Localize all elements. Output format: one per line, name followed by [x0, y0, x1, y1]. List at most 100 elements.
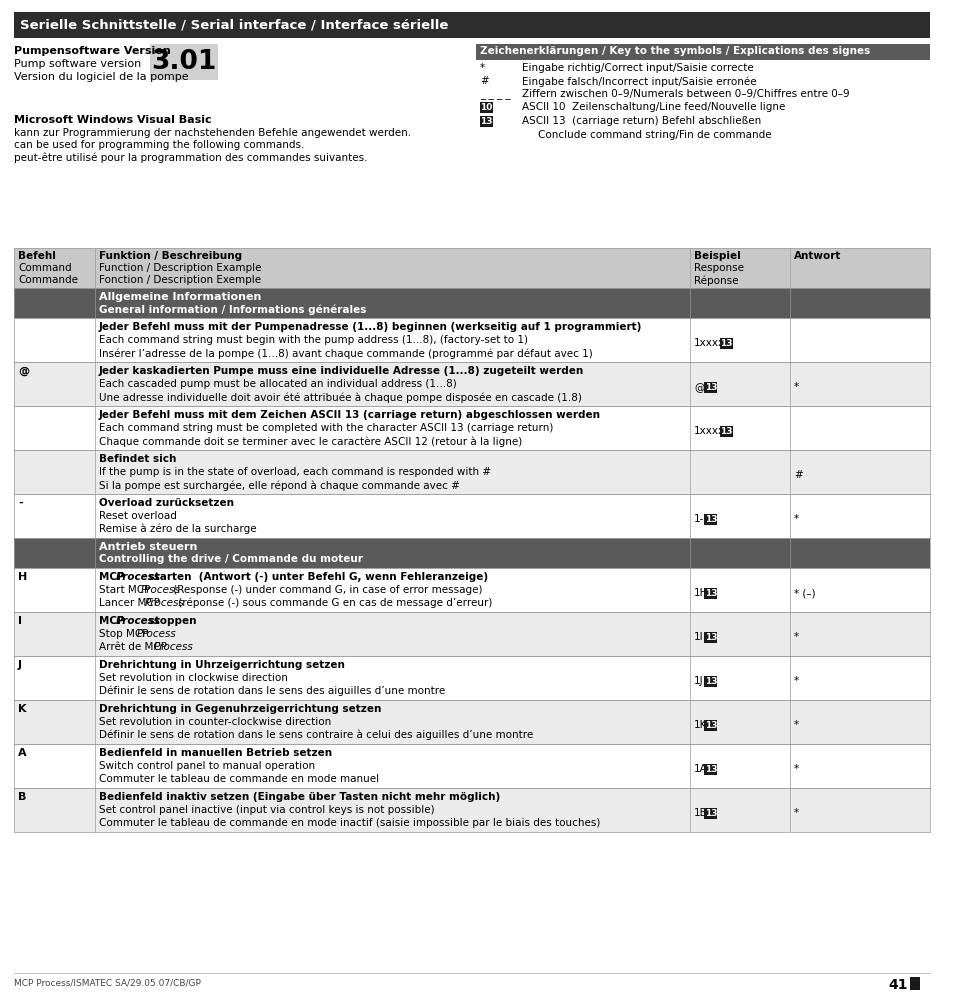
Text: Bedienfeld inaktiv setzen (Eingabe über Tasten nicht mehr möglich): Bedienfeld inaktiv setzen (Eingabe über … [99, 792, 499, 802]
Bar [14, 656, 929, 700]
Bar [14, 538, 929, 568]
Text: 1H: 1H [693, 588, 708, 598]
Text: Définir le sens de rotation dans le sens des aiguilles d’une montre: Définir le sens de rotation dans le sens… [99, 686, 445, 697]
Text: Reset overload: Reset overload [99, 511, 176, 521]
Bar [703, 588, 717, 599]
Text: -: - [18, 498, 23, 508]
Text: stoppen: stoppen [145, 616, 196, 626]
Text: Jeder Befehl muss mit der Pumpenadresse (1...8) beginnen (werkseitig auf 1 progr: Jeder Befehl muss mit der Pumpenadresse … [99, 322, 641, 332]
Text: Process: Process [153, 642, 193, 652]
Text: J: J [18, 660, 22, 670]
Text: 1I: 1I [693, 632, 703, 642]
Text: MCP Process/ISMATEC SA/29.05.07/CB/GP: MCP Process/ISMATEC SA/29.05.07/CB/GP [14, 978, 201, 987]
Text: ASCII 10  Zeilenschaltung/Line feed/Nouvelle ligne: ASCII 10 Zeilenschaltung/Line feed/Nouve… [521, 102, 784, 112]
Bar [14, 288, 929, 318]
Text: Une adresse individuelle doit avoir été attribuée à chaque pompe disposée en cas: Une adresse individuelle doit avoir été … [99, 392, 581, 402]
Bar [14, 318, 929, 362]
Text: 1-: 1- [693, 514, 703, 524]
Bar [479, 102, 493, 113]
Text: 13: 13 [720, 339, 732, 348]
Text: Befindet sich: Befindet sich [99, 454, 176, 464]
Bar [14, 612, 929, 656]
Text: Réponse: Réponse [693, 275, 738, 285]
Text: 13: 13 [720, 427, 732, 436]
Text: 10: 10 [479, 103, 492, 112]
Text: Switch control panel to manual operation: Switch control panel to manual operation [99, 761, 314, 771]
Text: 3.01: 3.01 [152, 49, 216, 75]
Text: * (–): * (–) [793, 588, 815, 598]
Text: *: * [793, 720, 799, 730]
Text: 1K: 1K [693, 720, 706, 730]
Text: 1A: 1A [693, 764, 707, 774]
Text: Version du logiciel de la pompe: Version du logiciel de la pompe [14, 72, 189, 82]
Bar [14, 450, 929, 494]
Text: Function / Description Example: Function / Description Example [99, 263, 261, 273]
Text: Chaque commande doit se terminer avec le caractère ASCII 12 (retour à la ligne): Chaque commande doit se terminer avec le… [99, 436, 521, 446]
Text: 13: 13 [479, 117, 493, 126]
Text: Zeichenerklärungen / Key to the symbols / Explications des signes: Zeichenerklärungen / Key to the symbols … [479, 46, 869, 56]
Text: Drehrichtung in Uhrzeigerrichtung setzen: Drehrichtung in Uhrzeigerrichtung setzen [99, 660, 345, 670]
Text: @: @ [18, 366, 30, 376]
Bar [703, 676, 717, 687]
Text: If the pump is in the state of overload, each command is responded with #: If the pump is in the state of overload,… [99, 467, 491, 477]
Text: Process: Process [145, 598, 185, 608]
Text: B: B [18, 792, 27, 802]
Text: (réponse (-) sous commande G en cas de message d’erreur): (réponse (-) sous commande G en cas de m… [174, 598, 492, 609]
Text: *: * [793, 764, 799, 774]
Text: 13: 13 [704, 515, 717, 524]
Text: 1B: 1B [693, 808, 707, 818]
Text: 1xxxx: 1xxxx [693, 338, 724, 348]
Text: Microsoft Windows Visual Basic: Microsoft Windows Visual Basic [14, 115, 212, 125]
Text: *: * [793, 514, 799, 524]
Text: I: I [18, 616, 22, 626]
Text: Drehrichtung in Gegenuhrzeigerrichtung setzen: Drehrichtung in Gegenuhrzeigerrichtung s… [99, 704, 381, 714]
Text: Jeder Befehl muss mit dem Zeichen ASCII 13 (carriage return) abgeschlossen werde: Jeder Befehl muss mit dem Zeichen ASCII … [99, 410, 600, 420]
Text: Command: Command [18, 263, 71, 273]
Text: peut-être utilisé pour la programmation des commandes suivantes.: peut-être utilisé pour la programmation … [14, 152, 367, 163]
Text: Bedienfeld in manuellen Betrieb setzen: Bedienfeld in manuellen Betrieb setzen [99, 748, 332, 758]
Text: Each command string must be completed with the character ASCII 13 (carriage retu: Each command string must be completed wi… [99, 423, 553, 433]
Text: H: H [18, 572, 28, 582]
Text: 13: 13 [704, 765, 717, 774]
Text: _ _ _ _: _ _ _ _ [479, 89, 510, 99]
Text: 13: 13 [704, 589, 717, 598]
Text: #: # [479, 76, 488, 86]
Text: Beispiel: Beispiel [693, 251, 740, 261]
Bar [14, 494, 929, 538]
Text: Process: Process [115, 616, 160, 626]
Text: Allgemeine Informationen: Allgemeine Informationen [99, 292, 261, 302]
Text: Antrieb steuern: Antrieb steuern [99, 542, 197, 552]
Text: Controlling the drive / Commande du moteur: Controlling the drive / Commande du mote… [99, 554, 362, 564]
Bar [703, 382, 717, 393]
Bar [14, 788, 929, 832]
Text: 13: 13 [704, 721, 717, 730]
Text: Serielle Schnittstelle / Serial interface / Interface sérielle: Serielle Schnittstelle / Serial interfac… [20, 18, 448, 31]
Text: 13: 13 [704, 383, 717, 392]
Text: Process: Process [136, 629, 176, 639]
Text: Each command string must begin with the pump address (1...8), (factory-set to 1): Each command string must begin with the … [99, 335, 527, 345]
Text: Process: Process [141, 585, 180, 595]
Bar [703, 808, 717, 819]
Text: *: * [793, 632, 799, 642]
Bar [14, 362, 929, 406]
Bar [150, 44, 218, 80]
Text: *: * [793, 676, 799, 686]
Text: Arrêt de MCP: Arrêt de MCP [99, 642, 170, 652]
Text: #: # [793, 470, 801, 480]
Text: *: * [793, 808, 799, 818]
Text: Eingabe falsch/Incorrect input/Saisie erronée: Eingabe falsch/Incorrect input/Saisie er… [521, 76, 756, 87]
Text: A: A [18, 748, 27, 758]
Text: (Response (-) under command G, in case of error message): (Response (-) under command G, in case o… [171, 585, 482, 595]
Text: Pumpensoftware Version: Pumpensoftware Version [14, 46, 171, 56]
Bar [479, 116, 493, 127]
Text: 13: 13 [704, 633, 717, 642]
Text: starten  (Antwort (-) unter Befehl G, wenn Fehleranzeige): starten (Antwort (-) unter Befehl G, wen… [145, 572, 488, 582]
Bar [909, 977, 919, 990]
Text: can be used for programming the following commands.: can be used for programming the followin… [14, 140, 304, 150]
Text: MCP: MCP [99, 616, 128, 626]
Text: *: * [479, 63, 485, 73]
Text: 13: 13 [704, 809, 717, 818]
Text: kann zur Programmierung der nachstehenden Befehle angewendet werden.: kann zur Programmierung der nachstehende… [14, 128, 411, 138]
Text: *: * [793, 382, 799, 392]
Bar [14, 744, 929, 788]
